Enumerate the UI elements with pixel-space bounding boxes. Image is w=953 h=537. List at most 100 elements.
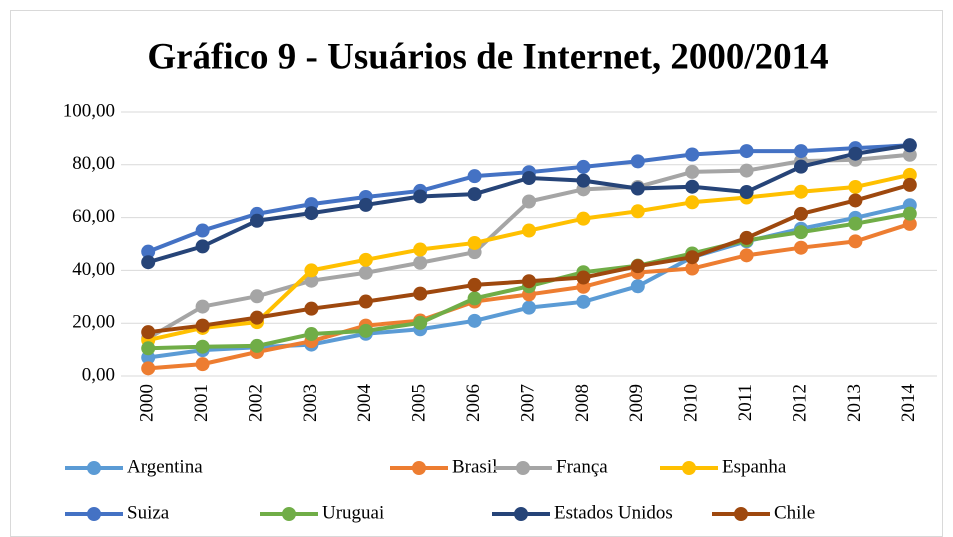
point (902, 138, 917, 153)
point (358, 323, 373, 338)
point (685, 179, 700, 194)
point (304, 273, 319, 288)
x-tick-label: 2002 (245, 384, 266, 422)
point (413, 189, 428, 204)
legend-label: Suiza (127, 502, 170, 523)
legend-label: Uruguai (322, 502, 384, 523)
x-tick-label: 2014 (898, 384, 919, 423)
legend-marker (734, 507, 748, 521)
point (141, 255, 156, 270)
point (413, 255, 428, 270)
point (250, 289, 264, 304)
point (304, 206, 319, 221)
x-tick-label: 2003 (300, 384, 321, 422)
point (141, 244, 156, 259)
point (848, 216, 863, 231)
point (685, 250, 700, 265)
point (141, 361, 156, 376)
x-tick-label: 2005 (409, 384, 430, 422)
point (467, 291, 482, 306)
chart-title: Gráfico 9 - Usuários de Internet, 2000/2… (147, 36, 828, 77)
point (630, 154, 645, 169)
y-tick-label: 20,00 (72, 312, 115, 333)
y-tick-label: 60,00 (72, 206, 115, 227)
x-tick-label: 2009 (626, 384, 647, 422)
point (358, 197, 373, 212)
point (522, 171, 536, 185)
point (794, 144, 808, 159)
x-tick-label: 2000 (137, 384, 158, 422)
point (576, 211, 591, 226)
point (902, 216, 917, 231)
point (685, 147, 700, 162)
point (413, 242, 428, 257)
x-tick-label: 2004 (354, 384, 375, 423)
point (902, 177, 917, 192)
point (848, 234, 863, 249)
point (195, 357, 210, 372)
point (195, 239, 210, 254)
point (902, 167, 917, 182)
x-tick-label: 2006 (463, 384, 484, 422)
point (630, 204, 645, 219)
point (195, 223, 210, 238)
point (739, 248, 754, 263)
point (467, 277, 482, 292)
point (794, 225, 808, 240)
point (141, 325, 156, 340)
x-tick-label: 2008 (572, 384, 593, 422)
legend-marker (514, 507, 528, 521)
point (794, 206, 808, 221)
point (358, 252, 373, 267)
point (358, 265, 373, 280)
point (413, 315, 428, 330)
legend-marker (87, 507, 101, 521)
legend-marker (412, 461, 426, 475)
point (630, 259, 645, 274)
y-tick-label: 0,00 (82, 364, 115, 385)
point (685, 164, 700, 179)
point (739, 230, 754, 245)
y-tick-label: 80,00 (72, 153, 115, 174)
legend-label: França (556, 456, 608, 477)
point (576, 173, 591, 188)
point (195, 339, 210, 354)
point (630, 181, 645, 196)
point (467, 235, 482, 250)
point (522, 274, 536, 289)
point (522, 223, 536, 238)
point (522, 300, 536, 315)
point (902, 206, 917, 221)
point (304, 301, 319, 316)
point (630, 279, 645, 294)
point (467, 169, 482, 184)
point (739, 184, 754, 199)
y-tick-label: 100,00 (63, 100, 115, 121)
point (794, 240, 808, 255)
point (794, 184, 808, 199)
legend-marker (682, 461, 696, 475)
point (304, 327, 319, 342)
point (685, 261, 700, 276)
point (250, 213, 264, 228)
legend-marker (87, 461, 101, 475)
point (685, 195, 700, 210)
point (141, 341, 156, 356)
legend-label: Estados Unidos (554, 502, 673, 523)
point (413, 286, 428, 301)
point (576, 294, 591, 309)
x-tick-label: 2012 (789, 384, 810, 422)
chart-frame (10, 10, 943, 537)
point (304, 263, 319, 278)
point (739, 144, 754, 159)
legend-label: Brasil (452, 456, 497, 477)
legend-marker (516, 461, 530, 475)
legend-label: Argentina (127, 456, 203, 477)
point (739, 163, 754, 178)
point (195, 299, 210, 314)
point (522, 194, 536, 209)
point (358, 294, 373, 309)
legend-label: Chile (774, 502, 815, 523)
x-tick-label: 2011 (735, 384, 756, 421)
